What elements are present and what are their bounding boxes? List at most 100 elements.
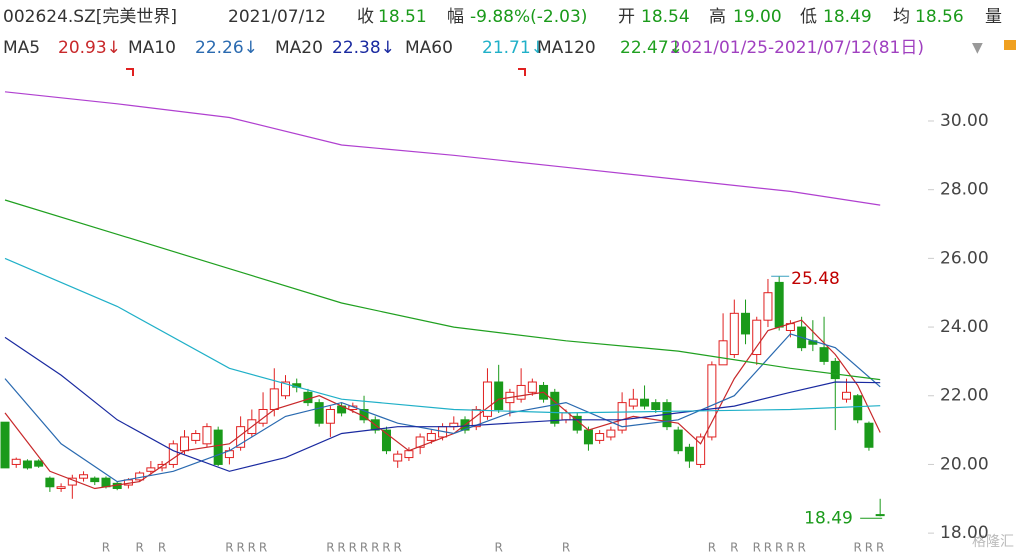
candle-body [202,426,212,445]
date: 2021/07/12 [228,7,326,27]
candle-body [168,443,178,465]
legend-value: 21.71↓ [482,38,545,58]
candle-body [774,281,784,328]
candle-body [258,408,268,424]
ma-line [4,91,881,206]
r-marker: R [786,541,794,555]
ma-line [4,333,881,483]
candle-body [684,446,694,462]
candle-body [673,429,683,452]
r-marker: R [236,541,244,555]
r-marker: R [158,541,166,555]
r-marker: R [775,541,783,555]
candle-body [494,381,504,410]
quote-value: 19.00 [733,7,782,27]
candle-body [853,395,863,421]
r-marker: R [248,541,256,555]
quote-value: 18.54 [641,7,690,27]
r-marker: R [495,541,503,555]
candle-body [729,312,739,356]
candle-body [875,514,885,517]
y-tick-label: 24.00 [940,317,989,337]
ma-line [4,199,881,381]
r-marker: R [102,541,110,555]
candle-body [415,436,425,448]
candle-body [550,391,560,424]
candle-body [404,450,414,459]
min-label: 18.49 [804,508,853,528]
legend-name: MA120 [537,38,596,58]
candle-body [595,433,605,441]
r-marker: R [708,541,716,555]
r-marker: R [753,541,761,555]
candle-body [696,436,706,465]
quote-label: 低 [800,7,817,27]
candle-body [34,460,44,467]
candle-body [516,384,526,400]
candle-body [426,433,436,441]
r-marker: R [337,541,345,555]
quote-label: 高 [709,7,726,27]
ma-line [4,336,881,472]
y-tick-label: 28.00 [940,180,989,200]
watermark-bg [950,530,1026,554]
flag [518,68,526,76]
y-tick-label: 18.00 [940,523,989,543]
legend-value: 22.26↓ [195,38,258,58]
lock-icon[interactable] [1004,40,1016,50]
candle-body [90,477,100,483]
r-marker: R [259,541,267,555]
candle-body [482,381,492,417]
y-tick-label: 20.00 [940,454,989,474]
candle-body [819,347,829,362]
r-marker: R [797,541,805,555]
candle-body [471,408,481,428]
candle-body [11,458,21,465]
candle-body [22,460,32,469]
quote-value: 18.51 [378,7,427,27]
candle-body [864,422,874,448]
legend-value: 22.47↓ [620,38,683,58]
candle-body [718,340,728,366]
candle-body [101,477,111,488]
dropdown[interactable]: ▼ [972,40,983,56]
quote-label: 开 [618,7,635,27]
candle-body [56,486,66,489]
quote-label: 收 [357,7,374,27]
r-marker: R [854,541,862,555]
candle-body [180,436,190,452]
quote-label: 幅 [447,7,464,27]
r-marker: R [382,541,390,555]
r-marker: R [360,541,368,555]
candle-body [651,402,661,410]
candle-body [628,398,638,407]
r-marker: R [876,541,884,555]
stock-code: 002624.SZ[完美世界] [3,7,177,27]
candle-body [842,391,851,400]
candle-body [381,429,391,452]
r-marker: R [764,541,772,555]
candle-body [146,467,156,472]
candle-body [617,402,627,431]
flag [126,68,134,76]
legend-value: 22.38↓ [332,38,395,58]
quote-value: -9.88%(-2.03) [470,7,587,27]
candle-body [640,398,650,407]
r-marker: R [730,541,738,555]
candle-body [191,433,201,441]
candle-body [236,426,246,448]
r-marker: R [225,541,233,555]
r-marker: R [865,541,873,555]
r-marker: R [371,541,379,555]
max-label: 25.48 [791,269,840,289]
quote-label: 量 [985,7,1002,27]
r-marker: R [349,541,357,555]
candle-body [45,477,55,488]
candle-body [79,474,89,479]
quote-value: 18.56 [915,7,964,27]
legend-name: MA60 [405,38,453,58]
ma-line [4,319,881,490]
candle-body [527,381,537,393]
